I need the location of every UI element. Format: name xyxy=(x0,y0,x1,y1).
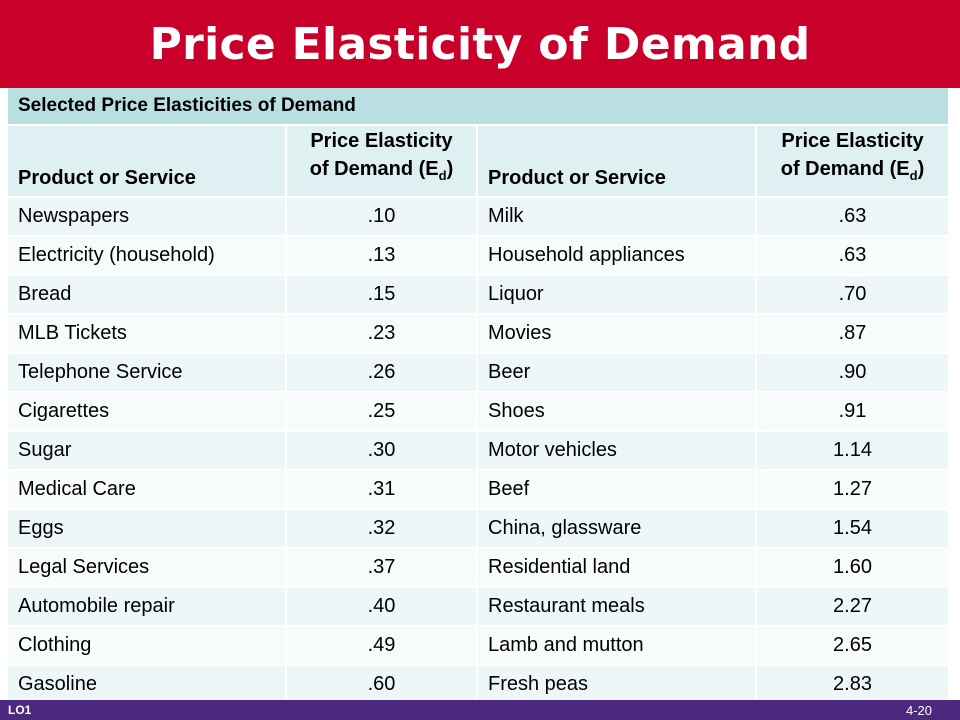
table-row: Electricity (household) .13 Household appl… xyxy=(8,236,951,276)
product-cell: Beer xyxy=(477,353,757,393)
elasticity-cell: 1.27 xyxy=(756,470,951,510)
table-row: Bread .15 Liquor .70 xyxy=(8,275,951,315)
elasticity-cell: .91 xyxy=(756,392,951,432)
product-cell: Gasoline xyxy=(8,665,287,705)
product-cell: Telephone Service xyxy=(8,353,287,393)
elasticity-cell: 2.27 xyxy=(756,587,951,627)
product-cell: China, glassware xyxy=(477,509,757,549)
elasticity-cell: .10 xyxy=(286,197,478,237)
elasticity-table: Selected Price Elasticities of Demand Pr… xyxy=(8,88,951,705)
product-cell: Newspapers xyxy=(8,197,287,237)
elasticity-cell: .15 xyxy=(286,275,478,315)
header-elasticity-line1: Price Elasticity xyxy=(310,130,453,152)
product-cell: Restaurant meals xyxy=(477,587,757,627)
header-product-2: Product or Service xyxy=(477,125,757,198)
table-row: Legal Services .37 Residential land 1.60 xyxy=(8,548,951,588)
elasticity-cell: 2.65 xyxy=(756,626,951,666)
elasticity-cell: .63 xyxy=(756,236,951,276)
product-cell: Medical Care xyxy=(8,470,287,510)
product-cell: Motor vehicles xyxy=(477,431,757,471)
product-cell: Movies xyxy=(477,314,757,354)
title-bar: Price Elasticity of Demand xyxy=(0,0,960,88)
table-row: Automobile repair .40 Restaurant meals 2.27 xyxy=(8,587,951,627)
product-cell: Sugar xyxy=(8,431,287,471)
table-row: Cigarettes .25 Shoes .91 xyxy=(8,392,951,432)
elasticity-cell: 1.54 xyxy=(756,509,951,549)
product-cell: Clothing xyxy=(8,626,287,666)
header-elasticity-2: Price Elasticity of Demand (Ed) xyxy=(756,125,951,198)
product-cell: MLB Tickets xyxy=(8,314,287,354)
elasticity-cell: 2.83 xyxy=(756,665,951,705)
table-caption: Selected Price Elasticities of Demand xyxy=(8,88,951,126)
elasticity-cell: .70 xyxy=(756,275,951,315)
header-elasticity-line1: Price Elasticity xyxy=(781,130,924,152)
elasticity-cell: .23 xyxy=(286,314,478,354)
elasticity-cell: 1.14 xyxy=(756,431,951,471)
elasticity-cell: .26 xyxy=(286,353,478,393)
elasticity-cell: .40 xyxy=(286,587,478,627)
elasticity-cell: .87 xyxy=(756,314,951,354)
elasticity-cell: .63 xyxy=(756,197,951,237)
page-number: 4-20 xyxy=(905,703,932,718)
elasticity-cell: .25 xyxy=(286,392,478,432)
header-elasticity-line2: of Demand (E xyxy=(780,158,910,180)
header-elasticity-sub: d xyxy=(909,168,918,183)
product-cell: Electricity (household) xyxy=(8,236,287,276)
header-elasticity-sub: d xyxy=(438,168,447,183)
table-row: MLB Tickets .23 Movies .87 xyxy=(8,314,951,354)
elasticity-cell: 1.60 xyxy=(756,548,951,588)
table-row: Clothing .49 Lamb and mutton 2.65 xyxy=(8,626,951,666)
product-cell: Automobile repair xyxy=(8,587,287,627)
table-row: Eggs .32 China, glassware 1.54 xyxy=(8,509,951,549)
header-elasticity-close: ) xyxy=(917,158,925,180)
header-elasticity-close: ) xyxy=(446,158,454,180)
elasticity-cell: .32 xyxy=(286,509,478,549)
elasticity-cell: .49 xyxy=(286,626,478,666)
slide-title: Price Elasticity of Demand xyxy=(149,18,811,70)
header-elasticity-line2: of Demand (E xyxy=(309,158,439,180)
product-cell: Household appliances xyxy=(477,236,757,276)
table-row: Newspapers .10 Milk .63 xyxy=(8,197,951,237)
elasticity-cell: .13 xyxy=(286,236,478,276)
header-product-1: Product or Service xyxy=(8,125,287,198)
product-cell: Residential land xyxy=(477,548,757,588)
elasticity-cell: .60 xyxy=(286,665,478,705)
elasticity-cell: .30 xyxy=(286,431,478,471)
product-cell: Cigarettes xyxy=(8,392,287,432)
product-cell: Fresh peas xyxy=(477,665,757,705)
product-cell: Liquor xyxy=(477,275,757,315)
product-cell: Milk xyxy=(477,197,757,237)
table-header-row: Product or Service Price Elasticity of D… xyxy=(8,125,951,198)
product-cell: Bread xyxy=(8,275,287,315)
table-row: Medical Care .31 Beef 1.27 xyxy=(8,470,951,510)
product-cell: Beef xyxy=(477,470,757,510)
learning-objective-label: LO1 xyxy=(8,703,32,717)
product-cell: Legal Services xyxy=(8,548,287,588)
product-cell: Eggs xyxy=(8,509,287,549)
elasticity-cell: .90 xyxy=(756,353,951,393)
product-cell: Shoes xyxy=(477,392,757,432)
elasticity-cell: .31 xyxy=(286,470,478,510)
table-row: Gasoline .60 Fresh peas 2.83 xyxy=(8,665,951,705)
elasticity-cell: .37 xyxy=(286,548,478,588)
footer-bar: LO1 4-20 xyxy=(0,700,960,720)
table-caption-row: Selected Price Elasticities of Demand xyxy=(8,88,951,126)
header-elasticity-1: Price Elasticity of Demand (Ed) xyxy=(286,125,478,198)
table-row: Sugar .30 Motor vehicles 1.14 xyxy=(8,431,951,471)
elasticity-table-container: Selected Price Elasticities of Demand Pr… xyxy=(8,88,951,705)
table-row: Telephone Service .26 Beer .90 xyxy=(8,353,951,393)
product-cell: Lamb and mutton xyxy=(477,626,757,666)
